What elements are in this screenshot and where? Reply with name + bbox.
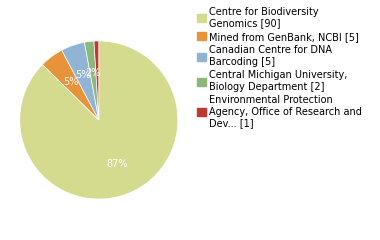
Text: 87%: 87% (106, 159, 128, 169)
Wedge shape (62, 42, 99, 120)
Text: 5%: 5% (76, 70, 91, 80)
Text: 2%: 2% (86, 68, 101, 78)
Wedge shape (43, 50, 99, 120)
Text: 5%: 5% (63, 77, 78, 87)
Wedge shape (94, 41, 99, 120)
Legend: Centre for Biodiversity
Genomics [90], Mined from GenBank, NCBI [5], Canadian Ce: Centre for Biodiversity Genomics [90], M… (195, 5, 364, 130)
Wedge shape (84, 41, 99, 120)
Wedge shape (20, 41, 178, 199)
